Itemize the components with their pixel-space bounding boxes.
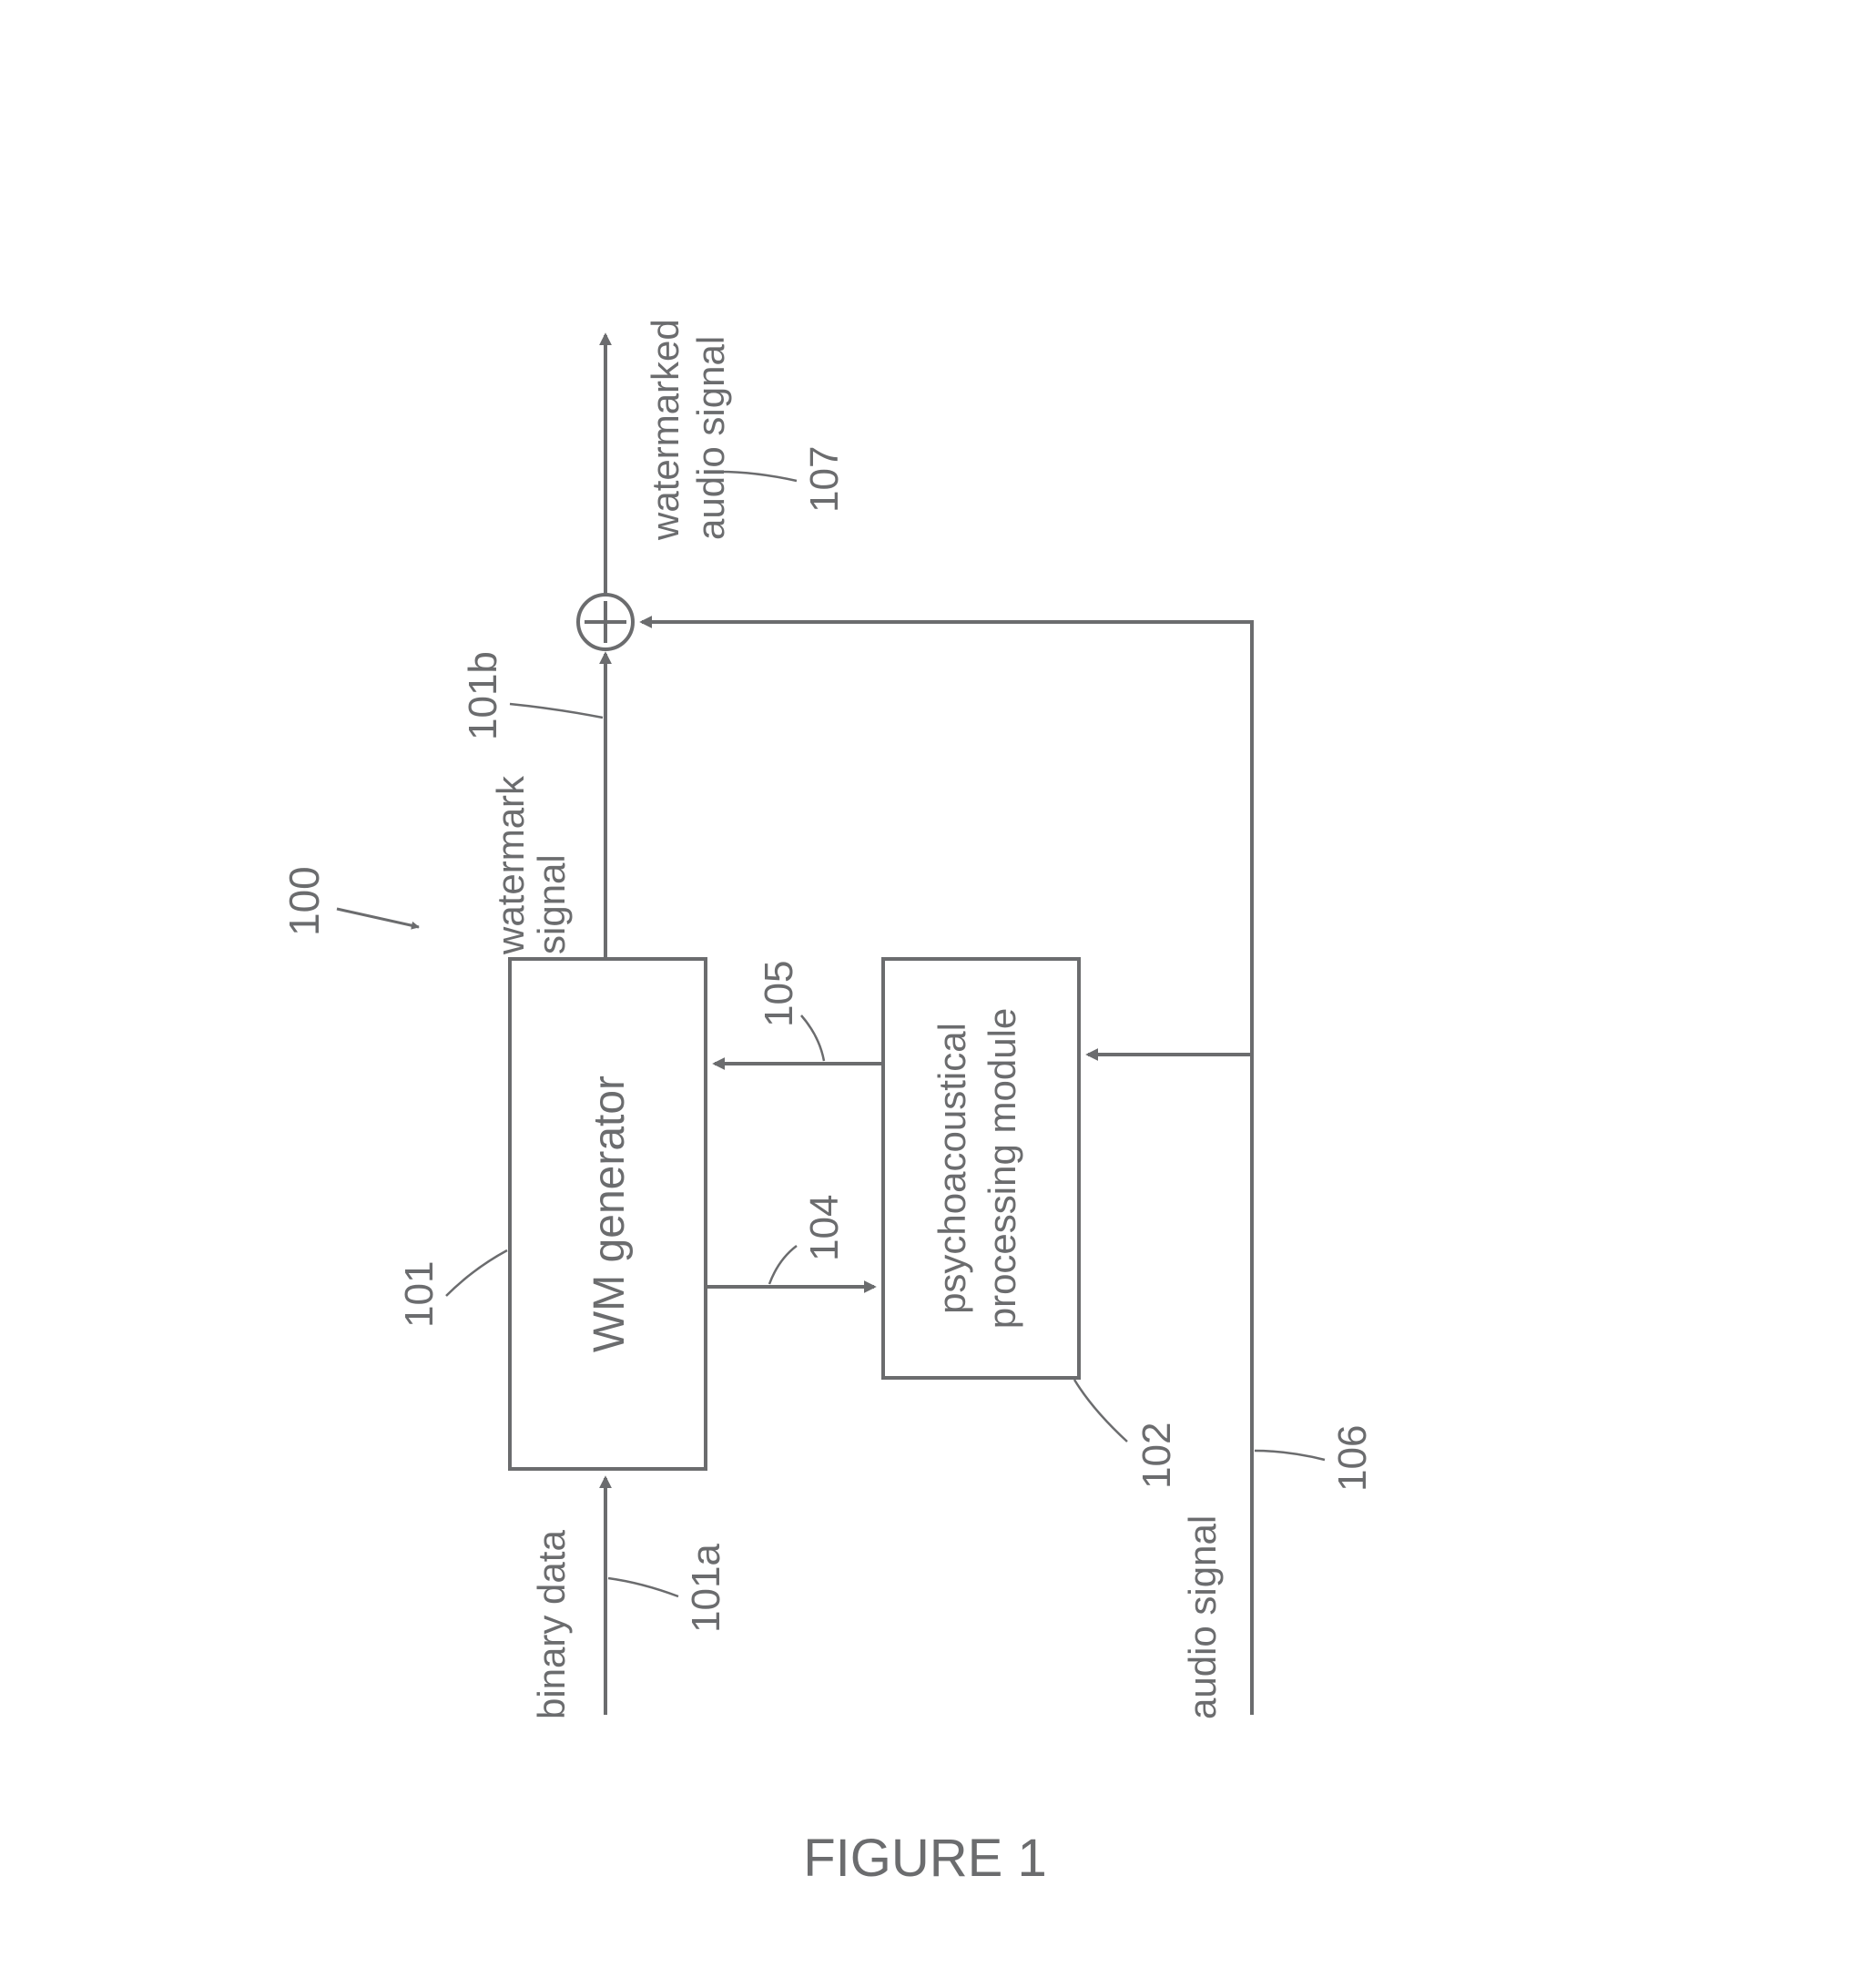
ref-104-leader [769,1246,797,1284]
wm-generator-label: WM generator [585,1076,634,1352]
ref-101-leader [446,1250,507,1296]
ref-107: 107 [802,446,847,513]
diagram-canvas: WM generator psychoacoustical processing… [0,0,1851,1988]
watermark-signal-label-1: watermark [489,775,532,955]
psycho-module-label-1: psychoacoustical [931,1023,973,1314]
ref-105-leader [801,1015,824,1061]
ref-106: 106 [1330,1425,1375,1492]
output-label-1: watermarked [644,319,686,541]
ref-101b: 101b [461,651,505,740]
ref-102: 102 [1134,1422,1179,1489]
adder-node [578,595,633,649]
audio-signal-label: audio signal [1181,1515,1224,1719]
ref-100-leader [337,909,419,927]
ref-102-leader [1074,1380,1127,1442]
figure-label: FIGURE 1 [803,1829,1047,1888]
ref-106-leader [1255,1451,1325,1460]
ref-100: 100 [280,866,328,936]
watermark-signal-label-2: signal [530,854,573,954]
ref-101a: 101a [684,1544,728,1633]
ref-101: 101 [397,1261,442,1328]
ref-101a-leader [608,1578,678,1596]
ref-104: 104 [802,1195,847,1261]
psycho-module-label-2: processing module [981,1008,1023,1330]
ref-101b-leader [510,704,603,718]
ref-105: 105 [757,961,801,1027]
output-label-2: audio signal [689,336,732,540]
binary-data-label: binary data [530,1530,573,1719]
